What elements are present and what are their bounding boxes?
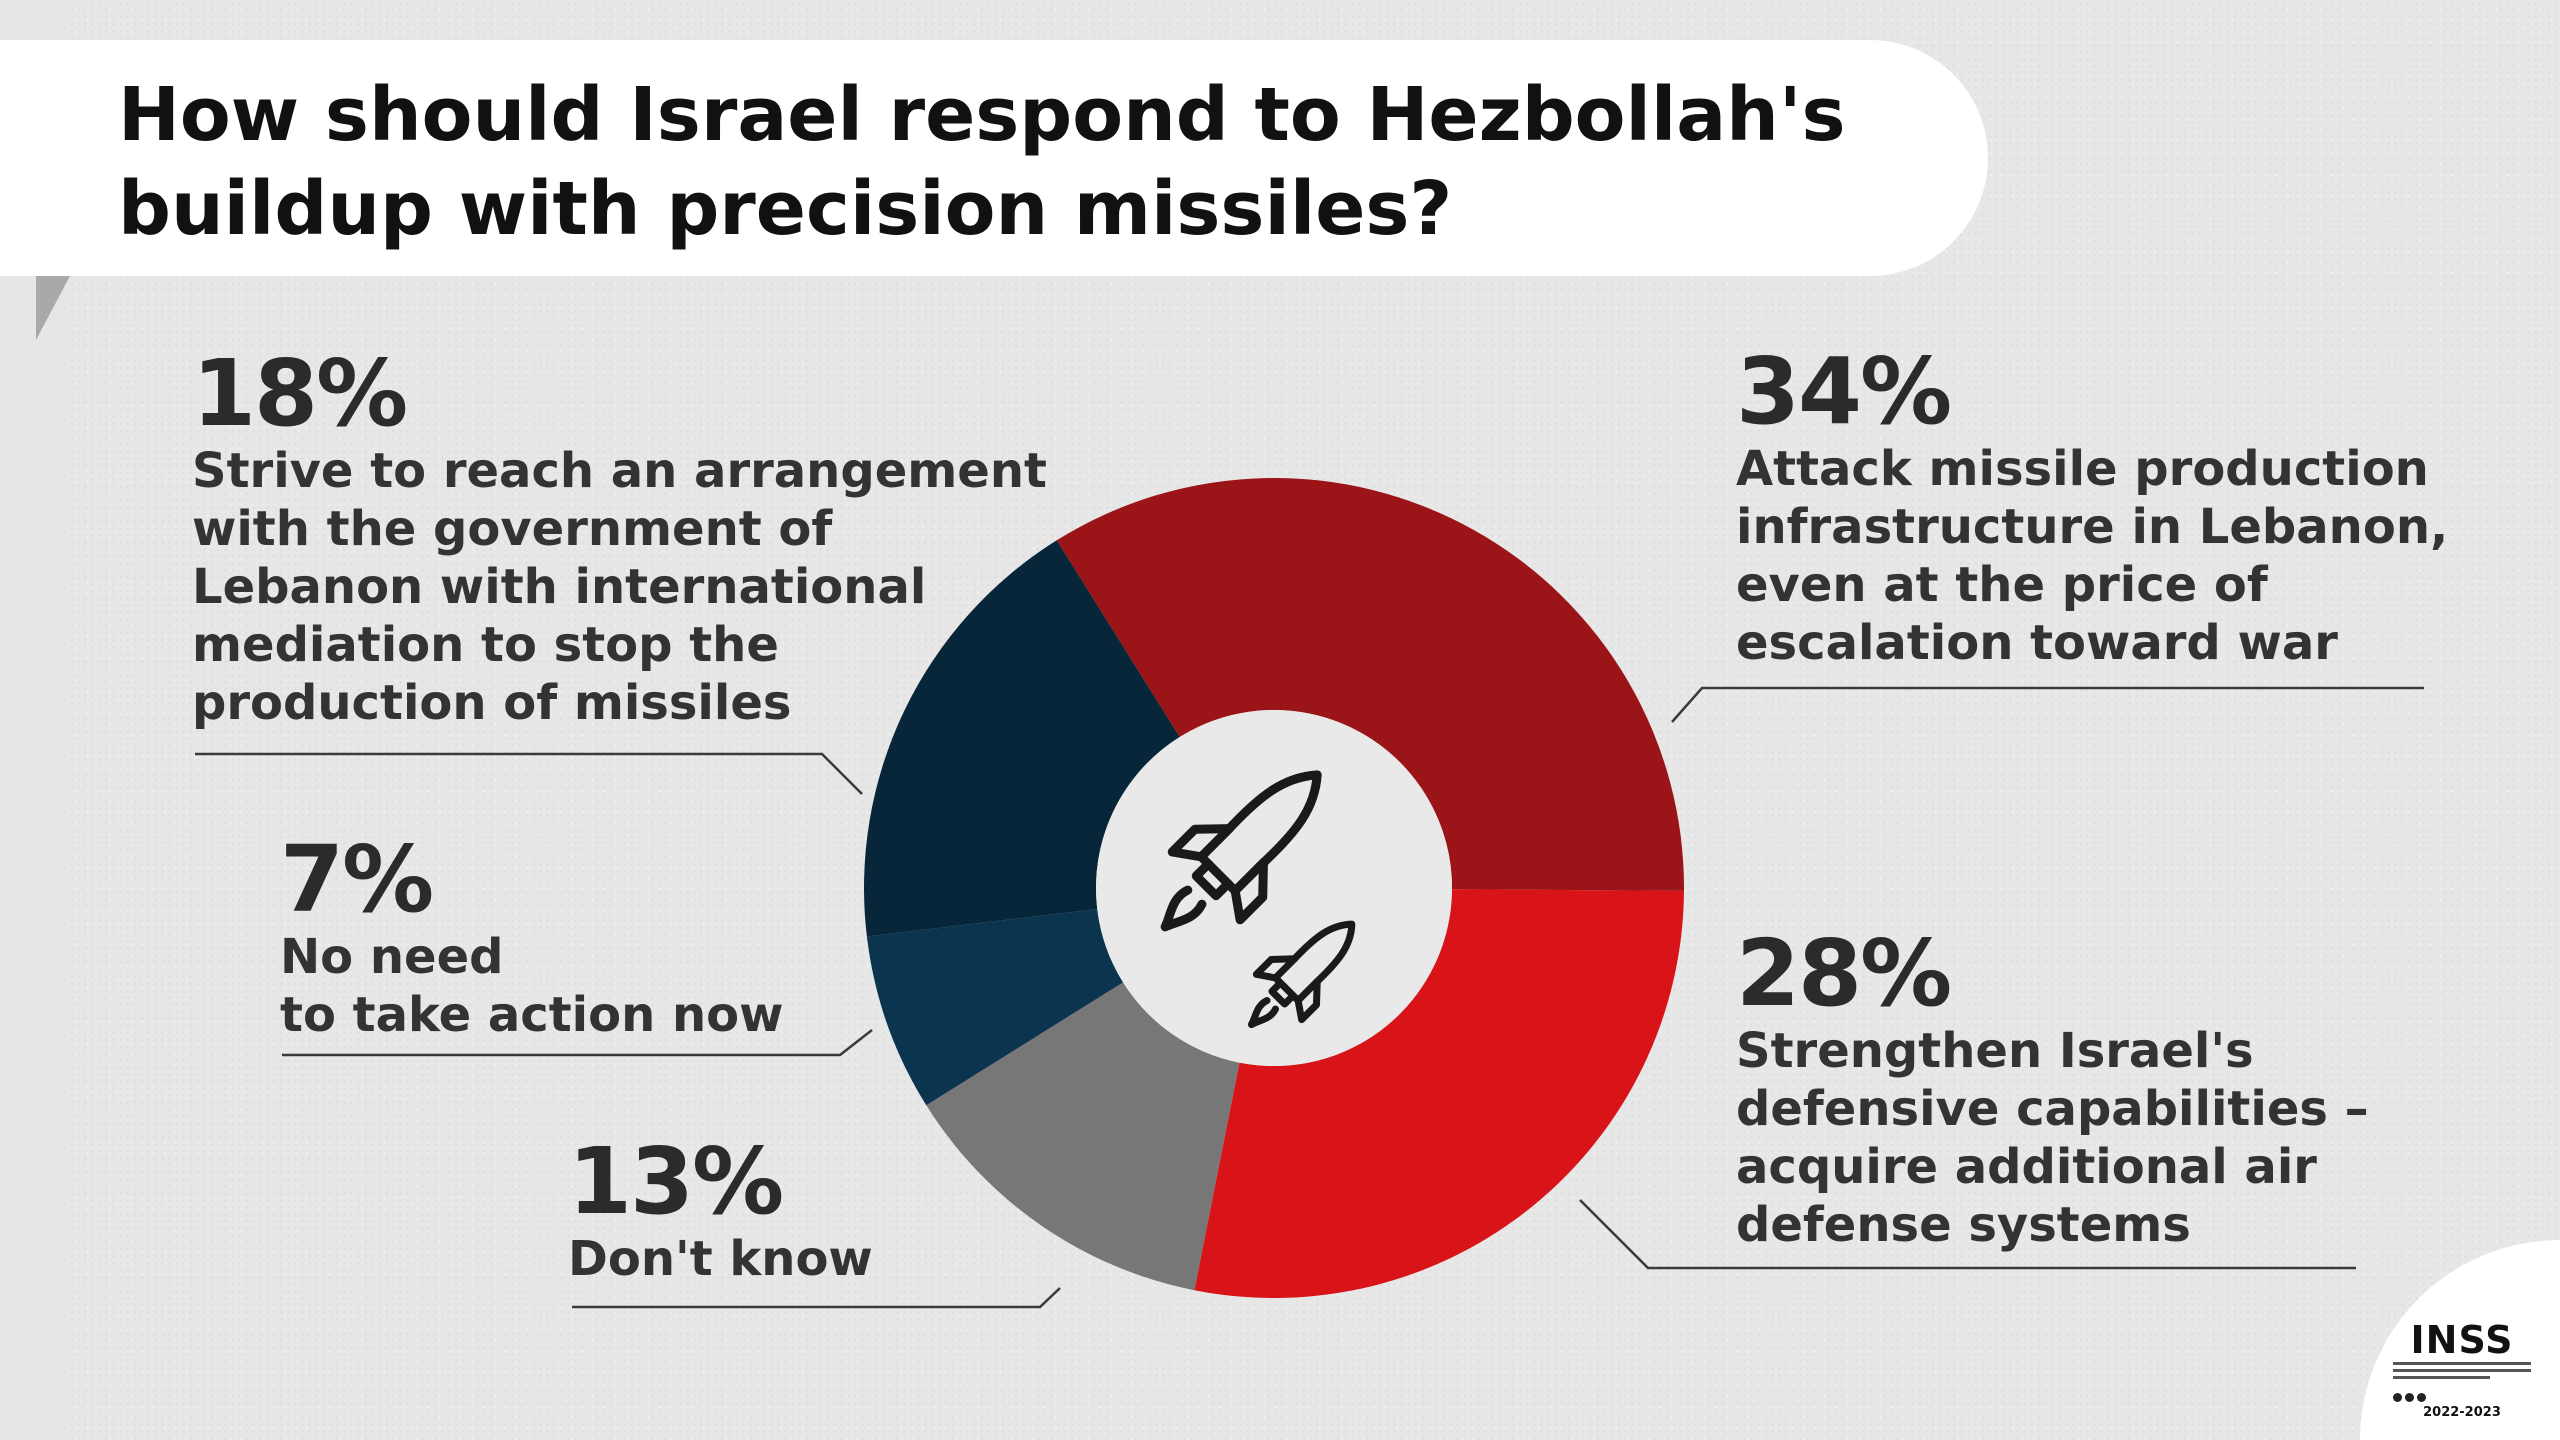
logo-text-lines — [2393, 1362, 2531, 1383]
pct-dontknow: 13% — [568, 1134, 1168, 1230]
desc-defend: Strengthen Israel's defensive capabiliti… — [1736, 1023, 2369, 1253]
leader-line-attack — [1671, 686, 2424, 723]
leader-line-noaction — [282, 1029, 873, 1057]
desc-attack: Attack missile production infrastructure… — [1736, 441, 2449, 671]
pct-defend: 28% — [1736, 926, 2536, 1022]
inss-logo: INSS — [2410, 1318, 2514, 1362]
missile-icon-large — [1160, 770, 1322, 932]
label-noaction: 7% No need to take action now — [280, 832, 980, 1044]
pct-noaction: 7% — [280, 832, 980, 928]
slice-arrangement — [864, 540, 1180, 937]
slice-dontknow — [926, 982, 1240, 1291]
leader-line-dontknow — [572, 1287, 1061, 1309]
banner-fold — [36, 276, 70, 340]
label-defend: 28% Strengthen Israel's defensive capabi… — [1736, 926, 2536, 1254]
slice-defend — [1194, 889, 1684, 1298]
label-arrangement: 18% Strive to reach an arrangement with … — [192, 346, 1092, 732]
missile-icon-small — [1247, 920, 1356, 1029]
pct-arrangement-value: 18% — [192, 340, 408, 447]
page-title: How should Israel respond to Hezbollah's… — [118, 72, 1846, 252]
pct-attack-value: 34% — [1736, 338, 1952, 445]
pct-arrangement: 18% — [192, 346, 1092, 442]
donut-slices — [864, 478, 1684, 1298]
pct-dontknow-value: 13% — [568, 1128, 784, 1235]
pct-noaction-value: 7% — [280, 826, 434, 933]
logo-dots-icon — [2393, 1387, 2429, 1406]
logo-years: 2022-2023 — [2423, 1405, 2501, 1420]
pct-defend-value: 28% — [1736, 920, 1952, 1027]
title-banner — [0, 40, 1988, 276]
leader-lines — [195, 686, 2424, 1309]
desc-arrangement: Strive to reach an arrangement with the … — [192, 443, 1047, 731]
leader-line-defend — [1579, 1199, 2356, 1270]
slice-noaction — [866, 909, 1124, 1106]
pct-attack: 34% — [1736, 344, 2536, 440]
label-dontknow: 13% Don't know — [568, 1134, 1168, 1288]
desc-noaction: No need to take action now — [280, 929, 784, 1043]
donut-hole — [1096, 710, 1452, 1066]
missile-icons — [1160, 770, 1356, 1029]
slice-attack — [1056, 478, 1684, 891]
desc-dontknow: Don't know — [568, 1231, 873, 1287]
label-attack: 34% Attack missile production infrastruc… — [1736, 344, 2536, 672]
leader-line-arrangement — [195, 752, 863, 795]
